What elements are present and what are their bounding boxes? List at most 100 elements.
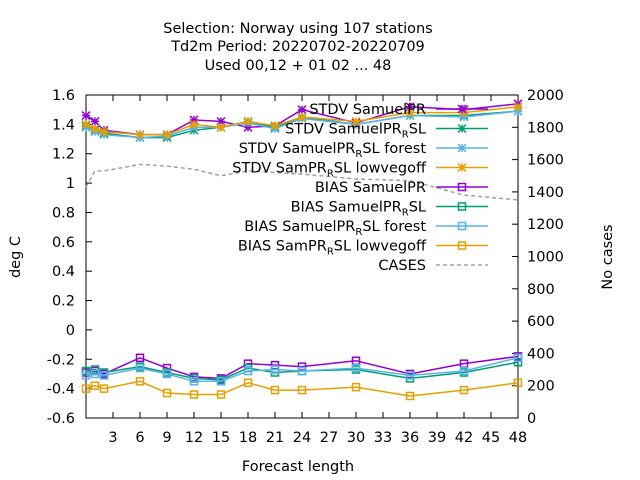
y-tick-label: 0.8 <box>52 205 75 221</box>
x-tick-label: 24 <box>293 430 311 446</box>
y2-tick-label: 1800 <box>527 120 564 136</box>
data-point-marker <box>99 127 109 137</box>
legend-label-subscript: R <box>355 149 362 160</box>
data-point-marker <box>405 108 415 118</box>
legend-label-tail: SL lowvegoff <box>334 239 427 255</box>
data-point-marker <box>243 116 253 126</box>
data-point-marker <box>297 112 307 122</box>
y-tick-label: -0.6 <box>47 411 75 427</box>
data-point-marker <box>243 366 253 376</box>
data-point-marker <box>99 371 109 380</box>
data-point-marker <box>297 385 307 395</box>
y2-axis-label: No cases <box>600 224 616 289</box>
x-tick-label: 18 <box>239 430 257 446</box>
y-tick-label: -0.2 <box>47 352 75 368</box>
x-tick-label: 36 <box>401 430 419 446</box>
chart-title-line-1: Selection: Norway using 107 stations <box>163 21 432 37</box>
data-point-marker <box>99 384 109 393</box>
series-line <box>85 380 519 397</box>
data-point-marker <box>216 390 226 399</box>
y2-tick-label: 800 <box>527 282 555 298</box>
data-point-marker <box>297 366 307 376</box>
legend-entry: STDV SamuelPR <box>309 102 488 118</box>
legend-label: BIAS SamPRRSL lowvegoff <box>238 239 427 258</box>
legend-entry: BIAS SamPRRSL lowvegoff <box>238 239 488 258</box>
data-point-marker <box>297 105 307 115</box>
y-axis-ticks: -0.6 -0.4 -0.2 0 0.2 0.4 0.6 0.8 1 1.2 1.4 1.6 <box>47 88 92 427</box>
y-tick-label: 0 <box>66 323 75 339</box>
data-point-marker <box>459 366 469 376</box>
data-point-marker <box>81 119 91 129</box>
data-point-marker <box>405 391 415 401</box>
data-point-marker <box>135 130 145 140</box>
y-tick-label: 0.2 <box>52 294 75 310</box>
data-point-marker <box>189 390 199 399</box>
data-point-marker <box>297 362 307 371</box>
x-tick-label: 12 <box>185 430 203 446</box>
legend-entry: STDV SamuelPRRSL forest <box>239 141 488 160</box>
data-point-marker <box>270 121 280 131</box>
data-point-marker <box>162 369 172 379</box>
data-point-marker <box>81 384 91 393</box>
legend-entry: BIAS SamuelPR <box>315 180 488 196</box>
legend-entry: STDV SamPRRSL lowvegoff <box>232 161 488 180</box>
y2-tick-label: 2000 <box>527 88 564 104</box>
y-tick-label: 1 <box>66 176 75 192</box>
data-point-marker <box>405 371 415 380</box>
x-tick-label: 3 <box>108 430 117 446</box>
series-line <box>85 105 519 136</box>
chart-title-line-2: Td2m Period: 20220702-20220709 <box>170 39 425 55</box>
data-point-marker <box>162 130 172 140</box>
y-tick-label: 1.6 <box>52 88 75 104</box>
legend-entry: BIAS SamuelPRRSL forest <box>244 219 488 238</box>
y2-tick-label: 400 <box>527 346 555 362</box>
series-line <box>85 357 519 383</box>
series-6 <box>81 353 523 386</box>
x-tick-label: 21 <box>266 430 284 446</box>
legend-label-base: BIAS SamuelPR <box>244 219 355 235</box>
legend-label: STDV SamPRRSL lowvegoff <box>232 161 427 180</box>
data-point-marker <box>457 104 467 114</box>
y2-axis-ticks: 0 200 400 600 800 1000 1200 1400 1600 1800 2000 <box>512 88 564 427</box>
x-axis-ticks: 3 6 9 12 15 18 21 24 27 30 33 36 39 42 45 48 <box>108 95 527 446</box>
y-tick-label: 0.6 <box>52 235 75 251</box>
y2-tick-label: 1600 <box>527 153 564 169</box>
x-tick-label: 30 <box>347 430 365 446</box>
data-point-marker <box>216 377 226 386</box>
legend-entry: CASES <box>378 258 488 274</box>
data-point-marker <box>81 111 91 121</box>
y-axis-label: deg C <box>8 236 24 278</box>
data-point-marker <box>90 124 100 134</box>
y-tick-label: -0.4 <box>47 382 75 398</box>
series-3 <box>81 102 523 140</box>
x-tick-label: 45 <box>482 430 500 446</box>
data-point-marker <box>90 369 100 379</box>
data-point-marker <box>135 353 145 363</box>
legend-label-tail: SL lowvegoff <box>334 161 427 177</box>
x-tick-label: 48 <box>509 430 527 446</box>
data-point-marker <box>457 202 467 211</box>
data-point-marker <box>457 182 467 192</box>
legend-label: BIAS SamuelPRRSL forest <box>244 219 426 238</box>
legend-label-subscript: R <box>327 247 334 258</box>
data-point-marker <box>189 377 199 386</box>
legend-label-base: STDV SamuelPR <box>285 122 402 138</box>
data-point-marker <box>457 162 467 173</box>
data-point-marker <box>162 388 172 398</box>
y2-tick-label: 0 <box>527 411 536 427</box>
data-point-marker <box>270 365 280 374</box>
legend-label-base: STDV SamPR <box>232 161 327 177</box>
legend-label-subscript: R <box>355 227 362 238</box>
data-point-marker <box>189 119 199 129</box>
y2-tick-label: 600 <box>527 314 555 330</box>
data-point-marker <box>351 382 361 392</box>
legend-label-base: STDV SamuelPR <box>239 141 356 157</box>
data-point-marker <box>457 221 467 231</box>
x-axis-label: Forecast length <box>242 459 354 475</box>
legend-label: BIAS SamuelPRRSL <box>291 200 426 219</box>
data-point-marker <box>457 241 467 250</box>
y2-tick-label: 1200 <box>527 217 564 233</box>
legend-label-base: STDV SamuelPR <box>309 102 426 118</box>
data-point-marker <box>216 122 226 132</box>
legend-entry: BIAS SamuelPRRSL <box>291 200 488 219</box>
